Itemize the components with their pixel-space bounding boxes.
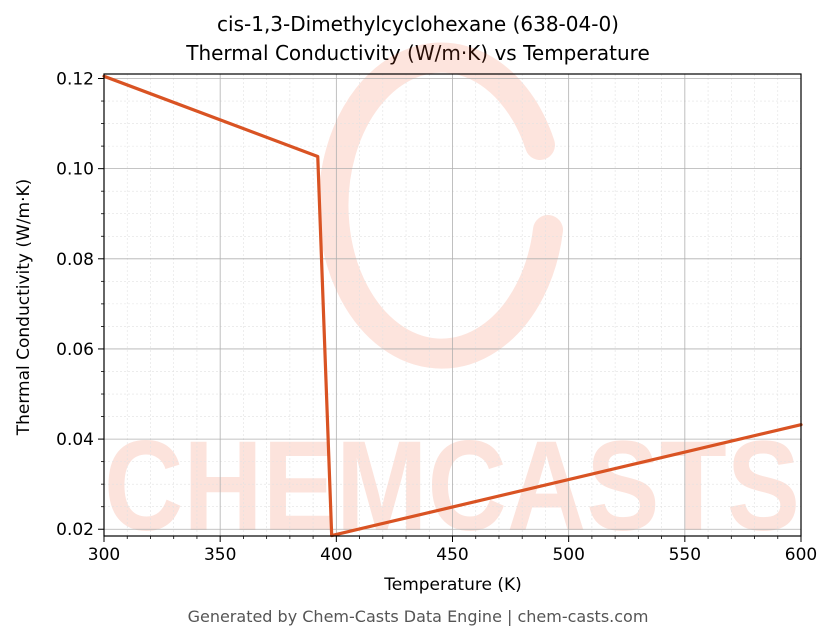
x-axis-label: Temperature (K) — [384, 575, 522, 595]
y-tick-label: 0.06 — [56, 340, 94, 360]
chart-title: cis-1,3-Dimethylcyclohexane (638-04-0) — [217, 12, 619, 36]
chart-subtitle: Thermal Conductivity (W/m·K) vs Temperat… — [186, 41, 650, 65]
y-axis-label: Thermal Conductivity (W/m·K) — [14, 178, 34, 436]
x-tick-label: 550 — [669, 545, 701, 565]
chemcasts-watermark: CHEMCASTS — [104, 42, 800, 558]
x-tick-label: 350 — [204, 545, 236, 565]
series-line-thermal-conductivity — [102, 74, 803, 538]
y-tick-label: 0.10 — [56, 160, 94, 180]
y-tick-label: 0.12 — [56, 70, 94, 90]
footer-credit: Generated by Chem-Casts Data Engine | ch… — [187, 607, 649, 626]
y-tick-label: 0.08 — [56, 250, 94, 270]
x-tick-label: 400 — [320, 545, 352, 565]
x-tick-label: 300 — [88, 545, 120, 565]
y-tick-label: 0.02 — [56, 520, 94, 540]
x-tick-label: 600 — [785, 545, 817, 565]
x-tick-label: 500 — [552, 545, 584, 565]
y-tick-label: 0.04 — [56, 430, 94, 450]
x-tick-label: 450 — [436, 545, 468, 565]
